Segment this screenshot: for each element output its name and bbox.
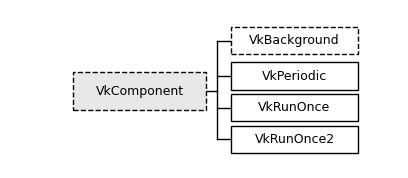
Bar xyxy=(231,27,358,54)
Text: VkBackground: VkBackground xyxy=(249,34,340,47)
Text: VkComponent: VkComponent xyxy=(95,85,184,98)
Bar xyxy=(231,62,358,90)
Bar xyxy=(231,125,358,153)
Bar xyxy=(231,94,358,121)
Text: VkRunOnce2: VkRunOnce2 xyxy=(255,133,335,146)
Bar xyxy=(73,72,206,110)
Text: VkPeriodic: VkPeriodic xyxy=(262,70,327,83)
Text: VkRunOnce: VkRunOnce xyxy=(258,101,330,114)
